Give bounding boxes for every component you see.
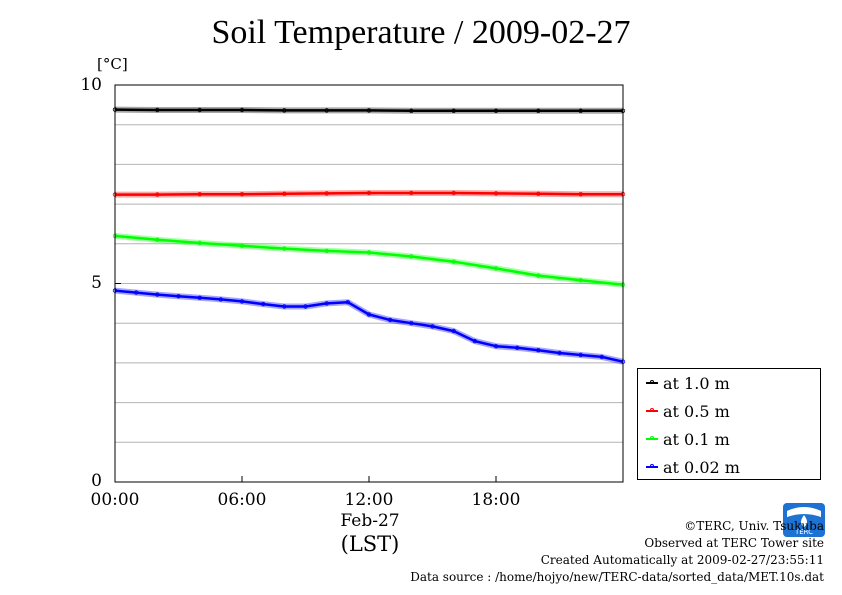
data-point (345, 300, 350, 305)
series-line (114, 108, 623, 113)
legend-label: at 0.1 m (663, 429, 730, 449)
y-axis-unit-label: [°C] (97, 55, 128, 73)
data-point (197, 240, 202, 246)
data-point (366, 108, 372, 113)
data-point (493, 344, 499, 349)
data-point (197, 107, 202, 113)
legend-item: at 0.1 m (646, 427, 730, 451)
legend-swatch (646, 464, 658, 468)
data-point (303, 304, 308, 309)
data-point (155, 192, 160, 197)
series-line (115, 191, 623, 196)
x-date-label: Feb-27 (340, 511, 400, 531)
legend-swatch (646, 380, 658, 384)
credit-copyright: ©TERC, Univ. Tsukuba (684, 519, 824, 533)
data-point (176, 294, 181, 299)
x-tick-label: 18:00 (471, 490, 521, 510)
data-point (239, 243, 245, 248)
data-point (515, 345, 520, 350)
data-point (324, 301, 329, 306)
data-point (578, 108, 583, 113)
data-point (599, 354, 604, 360)
data-point (388, 317, 393, 323)
data-point (197, 295, 202, 300)
data-point (282, 246, 287, 251)
data-point (409, 254, 414, 259)
x-tick-label: 12:00 (344, 490, 394, 510)
data-point (366, 312, 372, 317)
x-tick-label: 00:00 (90, 490, 140, 510)
data-point (409, 190, 414, 196)
data-point (261, 301, 266, 307)
data-point (493, 191, 499, 196)
data-point (578, 278, 583, 283)
data-point (218, 297, 223, 302)
legend-label: at 0.5 m (663, 401, 730, 421)
axis-ticks (114, 84, 497, 483)
data-point (324, 108, 329, 113)
credit-data-source: Data source : /home/hojyo/new/TERC-data/… (410, 570, 824, 584)
series-line (114, 234, 624, 286)
data-point (282, 191, 287, 196)
data-point (493, 108, 499, 113)
data-point (155, 107, 160, 113)
credit-site: Observed at TERC Tower site (644, 536, 824, 550)
credit-created: Created Automatically at 2009-02-27/23:5… (540, 553, 824, 567)
legend-swatch (646, 436, 658, 440)
data-point (430, 324, 435, 329)
data-point (197, 191, 202, 197)
legend-item: at 0.5 m (646, 399, 730, 423)
chart-title: Soil Temperature / 2009-02-27 (211, 14, 631, 51)
y-tick-label: 0 (91, 471, 102, 491)
data-point (239, 191, 245, 197)
data-point (578, 191, 583, 197)
data-point (536, 273, 541, 278)
data-point (451, 108, 456, 113)
series-layer (112, 106, 626, 365)
data-point (536, 108, 541, 113)
data-point (282, 304, 287, 309)
data-point (324, 191, 329, 196)
data-point (366, 250, 372, 255)
data-point (282, 108, 287, 113)
data-point (578, 352, 583, 358)
grid-lines (115, 124, 623, 443)
logo-text: TERC (794, 528, 813, 536)
data-point (409, 108, 414, 113)
terc-logo-icon: TERC (783, 503, 825, 537)
legend-label: at 1.0 m (663, 373, 730, 393)
x-tick-label: 06:00 (217, 490, 267, 510)
series-line (114, 289, 624, 363)
data-point (155, 237, 160, 242)
data-point (133, 290, 139, 295)
data-point (155, 292, 160, 297)
data-point (493, 266, 499, 271)
x-axis-label: (LST) (340, 532, 400, 556)
y-tick-label: 10 (80, 75, 102, 95)
data-point (239, 107, 245, 113)
legend-item: at 0.02 m (646, 455, 740, 479)
legend-swatch (646, 408, 658, 412)
data-point (451, 190, 456, 196)
data-point (366, 190, 372, 196)
data-point (536, 191, 541, 196)
data-point (409, 321, 414, 326)
data-point (536, 348, 541, 353)
legend-item: at 1.0 m (646, 371, 730, 395)
data-point (472, 338, 477, 344)
data-point (239, 299, 245, 304)
legend-label: at 0.02 m (663, 457, 740, 477)
data-point (451, 328, 456, 334)
credits-block: ©TERC, Univ. Tsukuba Observed at TERC To… (410, 518, 824, 586)
data-point (324, 248, 329, 254)
y-tick-label: 5 (91, 273, 102, 293)
data-point (451, 259, 456, 264)
legend: at 1.0 m at 0.5 m at 0.1 m at 0.02 m (637, 368, 821, 480)
data-point (557, 350, 562, 356)
